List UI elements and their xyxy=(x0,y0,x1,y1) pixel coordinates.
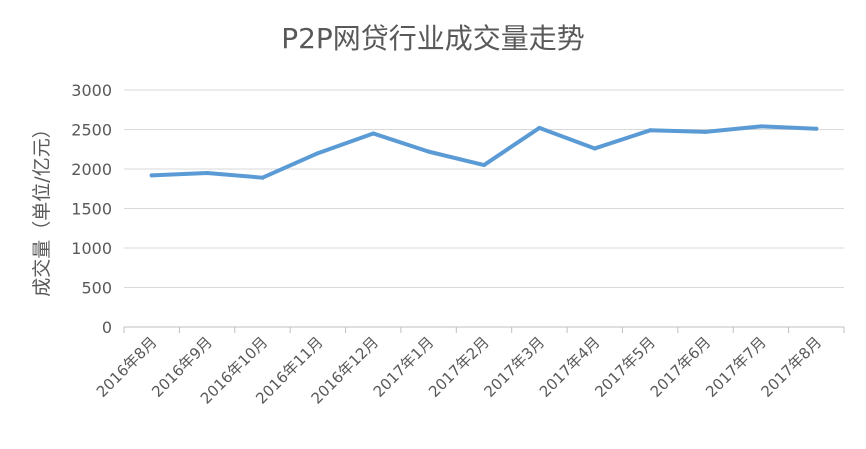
y-tick-label: 1000 xyxy=(71,239,112,258)
x-tick-label: 2017年8月 xyxy=(757,333,825,401)
y-axis-ticks: 0 500 1000 1500 2000 2500 3000 xyxy=(71,81,112,337)
y-tick-label: 0 xyxy=(102,318,112,337)
x-axis-ticks: 2016年8月2016年9月2016年10月2016年11月2016年12月20… xyxy=(93,327,845,408)
gridlines xyxy=(124,89,844,288)
data-point xyxy=(205,170,210,175)
data-point xyxy=(260,175,265,180)
data-point xyxy=(426,149,431,154)
data-point xyxy=(703,129,708,134)
y-axis-label: 成交量（单位/亿元） xyxy=(31,119,53,296)
series-line xyxy=(149,124,819,180)
y-tick-label: 2000 xyxy=(71,160,112,179)
data-point xyxy=(482,163,486,168)
data-point xyxy=(592,146,597,151)
y-tick-label: 3000 xyxy=(71,81,112,100)
series-layer xyxy=(149,124,819,180)
chart-title: P2P网贷行业成交量走势 xyxy=(281,22,585,55)
data-point xyxy=(648,128,653,133)
data-point xyxy=(537,125,542,130)
y-tick-label: 2500 xyxy=(71,121,112,140)
data-point xyxy=(371,131,376,136)
data-point xyxy=(758,124,763,129)
y-tick-label: 500 xyxy=(81,279,112,298)
data-point xyxy=(315,151,320,156)
data-point xyxy=(149,173,154,178)
data-point xyxy=(814,126,819,131)
y-tick-label: 1500 xyxy=(71,200,112,219)
